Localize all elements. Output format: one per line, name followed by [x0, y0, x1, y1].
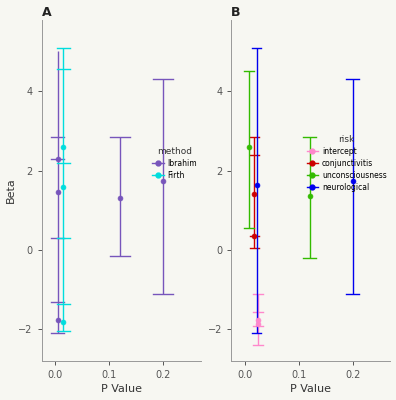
Text: B: B [231, 6, 241, 18]
X-axis label: P Value: P Value [101, 384, 142, 394]
Text: A: A [42, 6, 51, 18]
Legend: intercept, conjunctivitis, unconsciousness, neurological: intercept, conjunctivitis, unconsciousne… [304, 132, 390, 195]
X-axis label: P Value: P Value [290, 384, 331, 394]
Legend: Ibrahim, Firth: Ibrahim, Firth [149, 144, 200, 183]
Y-axis label: Beta: Beta [6, 178, 15, 203]
